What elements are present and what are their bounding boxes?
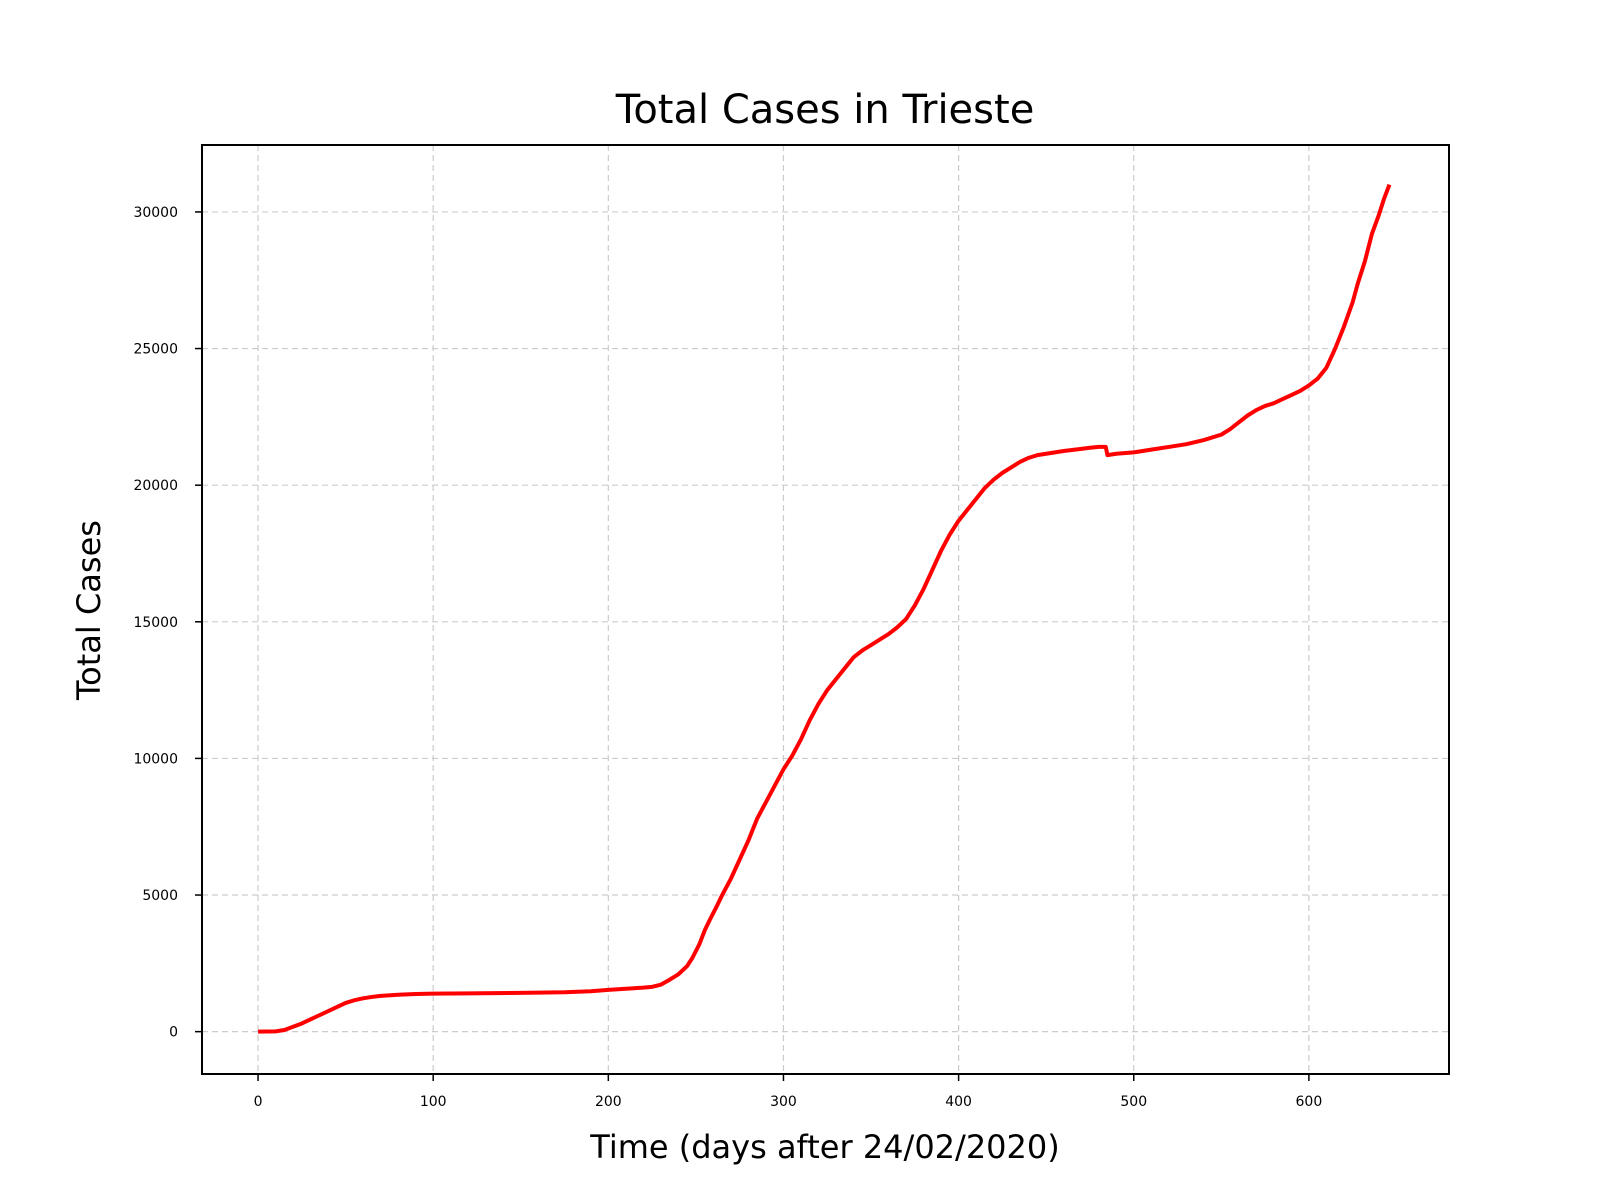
axis-ticks: 0 100 200 300 400 500 600 0 5000 10000 15000 20000 2…: [133, 205, 1322, 1110]
y-tick-label: 10000: [133, 751, 178, 767]
y-tick-label: 15000: [133, 615, 178, 631]
series-layer: [258, 183, 1392, 1034]
x-tick-label: 600: [1296, 1094, 1323, 1110]
plot-frame: [201, 144, 1450, 1075]
y-axis-label: Total Cases: [70, 520, 108, 701]
x-tick-label: 400: [945, 1094, 972, 1110]
x-axis-label: Time (days after 24/02/2020): [589, 1128, 1059, 1166]
y-tick-label: 5000: [142, 888, 178, 904]
x-tick-label: 100: [420, 1094, 447, 1110]
y-tick-label: 30000: [133, 205, 178, 221]
grid-lines: [202, 145, 1449, 1074]
y-tick-label: 25000: [133, 342, 178, 358]
x-tick-label: 0: [254, 1094, 263, 1110]
chart-title: Total Cases in Trieste: [615, 87, 1035, 133]
x-tick-label: 500: [1120, 1094, 1147, 1110]
y-tick-label: 0: [169, 1025, 178, 1041]
x-tick-label: 300: [770, 1094, 797, 1110]
series-line-0: [258, 183, 1392, 1034]
y-tick-label: 20000: [133, 478, 178, 494]
x-tick-label: 200: [595, 1094, 622, 1110]
